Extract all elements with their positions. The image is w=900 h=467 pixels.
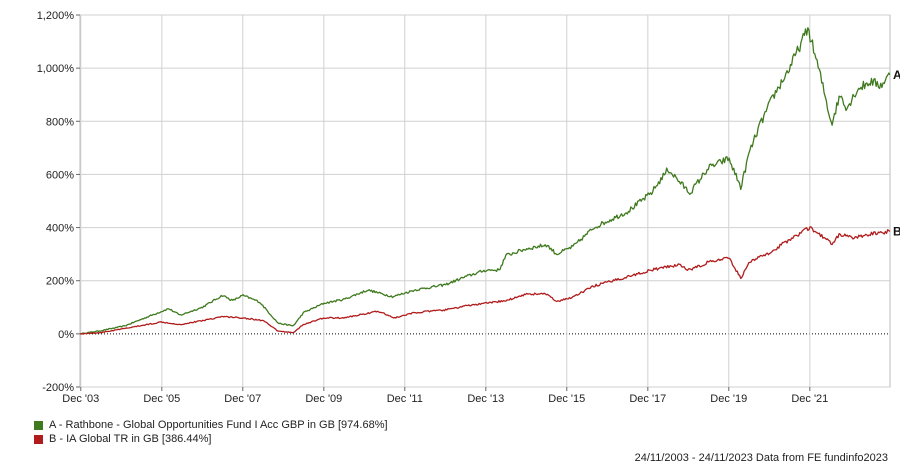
y-axis: -200% 0% 200% 400% 600% 800% 1,000% 1,200% [37,10,80,394]
series-line-a [79,27,891,335]
series-line-b [79,226,891,335]
legend-swatch-b [34,434,43,444]
legend-item-a: A - Rathbone - Global Opportunities Fund… [34,418,388,432]
x-tick-label: Dec '15 [548,393,585,405]
x-tick-label: Dec '17 [629,393,666,405]
y-tick-label: 800% [46,116,74,128]
series-end-label-b: B [893,224,900,238]
plot-frame [79,14,891,388]
series-lines: AB [79,27,900,335]
grid [79,14,891,388]
y-tick-label: 0% [58,329,74,341]
x-tick-label: Dec '19 [710,393,747,405]
legend-label-b: B - IA Global TR in GB [386.44%] [49,433,212,445]
y-tick-label: 200% [46,276,74,288]
x-tick-label: Dec '07 [224,393,261,405]
y-tick-label: 1,000% [37,63,75,75]
x-tick-label: Dec '21 [791,393,828,405]
x-tick-label: Dec '11 [387,393,423,405]
data-source-footer: 24/11/2003 - 24/11/2023 Data from FE fun… [634,452,888,464]
y-tick-label: -200% [42,382,74,394]
x-axis: Dec '03 Dec '05 Dec '07 Dec '09 Dec '11 Dec '… [62,387,828,405]
x-tick-label: Dec '13 [467,393,504,405]
legend-item-b: B - IA Global TR in GB [386.44%] [34,432,388,446]
y-tick-label: 400% [46,223,74,235]
x-tick-label: Dec '09 [305,393,342,405]
x-tick-label: Dec '03 [62,393,99,405]
x-tick-label: Dec '05 [143,393,180,405]
legend: A - Rathbone - Global Opportunities Fund… [34,418,388,446]
y-tick-label: 600% [46,169,74,181]
legend-swatch-a [34,420,43,430]
y-tick-label: 1,200% [37,10,75,22]
series-end-label-a: A [893,68,900,82]
legend-label-a: A - Rathbone - Global Opportunities Fund… [49,419,388,431]
